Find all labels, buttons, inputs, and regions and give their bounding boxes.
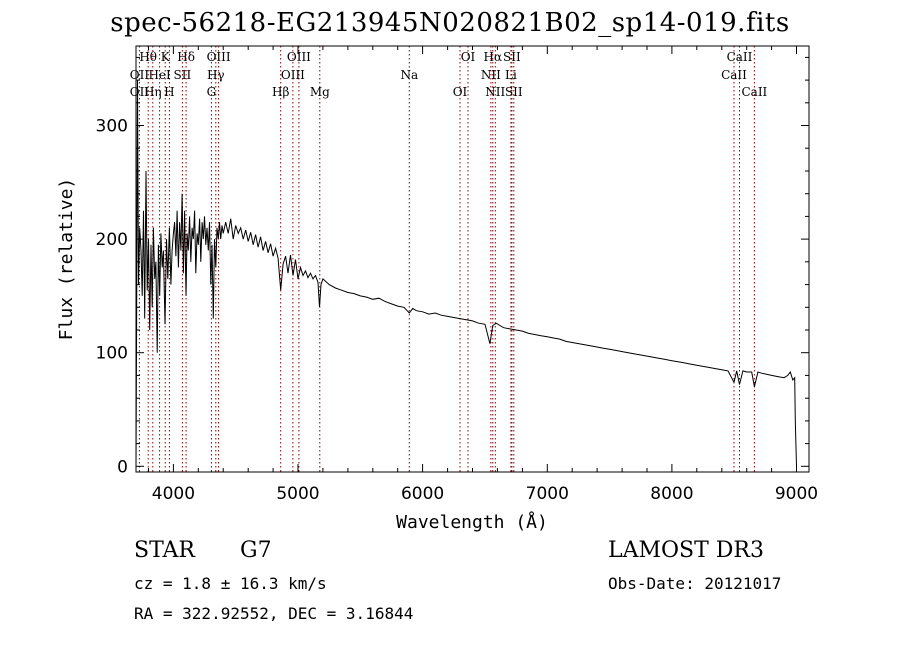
spectral-line-label: CaII	[721, 68, 747, 82]
spectral-line-label: Hβ	[272, 85, 289, 99]
spectral-line-label: Na	[400, 68, 418, 82]
spectral-line-label: OIII	[281, 68, 305, 82]
spectral-line-label: HeI	[148, 68, 171, 82]
spectral-line-label: Mg	[310, 85, 330, 99]
spectral-line-label: Hη	[144, 85, 162, 99]
spectrum-series-line	[135, 80, 797, 467]
spectral-line-label: NII	[485, 85, 505, 99]
chart-title: spec-56218-EG213945N020821B02_sp14-019.f…	[110, 8, 790, 38]
spectral-line-label: Hγ	[207, 68, 225, 82]
spectral-line-label: Hθ	[139, 50, 157, 64]
spectral-line-label: H	[164, 85, 174, 99]
spectral-line-label: OII	[130, 85, 150, 99]
y-tick-label: 0	[117, 457, 128, 477]
axis-ticks: 4000 5000 6000 7000 8000 9000 0 100 200 300	[96, 46, 818, 504]
x-tick-label: 9000	[775, 484, 818, 504]
spectral-line-label: G	[207, 85, 217, 99]
x-tick-label: 6000	[401, 484, 444, 504]
spectral-line-label: SII	[503, 50, 521, 64]
y-tick-label: 300	[96, 117, 128, 137]
object-subclass: G7	[240, 538, 272, 563]
x-tick-label: 8000	[650, 484, 693, 504]
spectral-line-label: CaII	[727, 50, 753, 64]
coordinates: RA = 322.92552, DEC = 3.16844	[134, 604, 414, 623]
spectral-line-label: OI	[453, 85, 468, 99]
survey-name: LAMOST DR3	[608, 538, 764, 563]
spectral-line-label: K	[161, 50, 171, 64]
spectral-line-label: OIII	[287, 50, 311, 64]
spectral-line-label: OIII	[207, 50, 231, 64]
x-tick-label: 5000	[276, 484, 319, 504]
spectral-line-label: OII	[130, 68, 150, 82]
x-axis-title: Wavelength (Å)	[396, 511, 548, 533]
spectral-line-label: SII	[174, 68, 192, 82]
y-axis-title: Flux (relative)	[56, 178, 77, 341]
x-tick-label: 4000	[152, 484, 195, 504]
redshift-readout: cz = 1.8 ± 16.3 km/s	[134, 574, 327, 593]
spectral-line-label: Hδ	[177, 50, 195, 64]
y-tick-label: 200	[96, 230, 128, 250]
spectral-line-label: Li	[505, 68, 517, 82]
spectral-line-label: SII	[505, 85, 523, 99]
plot-frame	[135, 45, 810, 473]
spectral-line-label: NII	[481, 68, 501, 82]
x-tick-label: 7000	[526, 484, 569, 504]
spectral-line-label: CaII	[741, 85, 767, 99]
spectral-line-label: OI	[461, 50, 476, 64]
spectral-line-markers	[138, 46, 755, 472]
y-tick-label: 100	[96, 344, 128, 364]
spectral-line-label: Hα	[484, 50, 503, 64]
object-class: STAR	[134, 538, 195, 563]
obs-date: Obs-Date: 20121017	[608, 574, 782, 593]
